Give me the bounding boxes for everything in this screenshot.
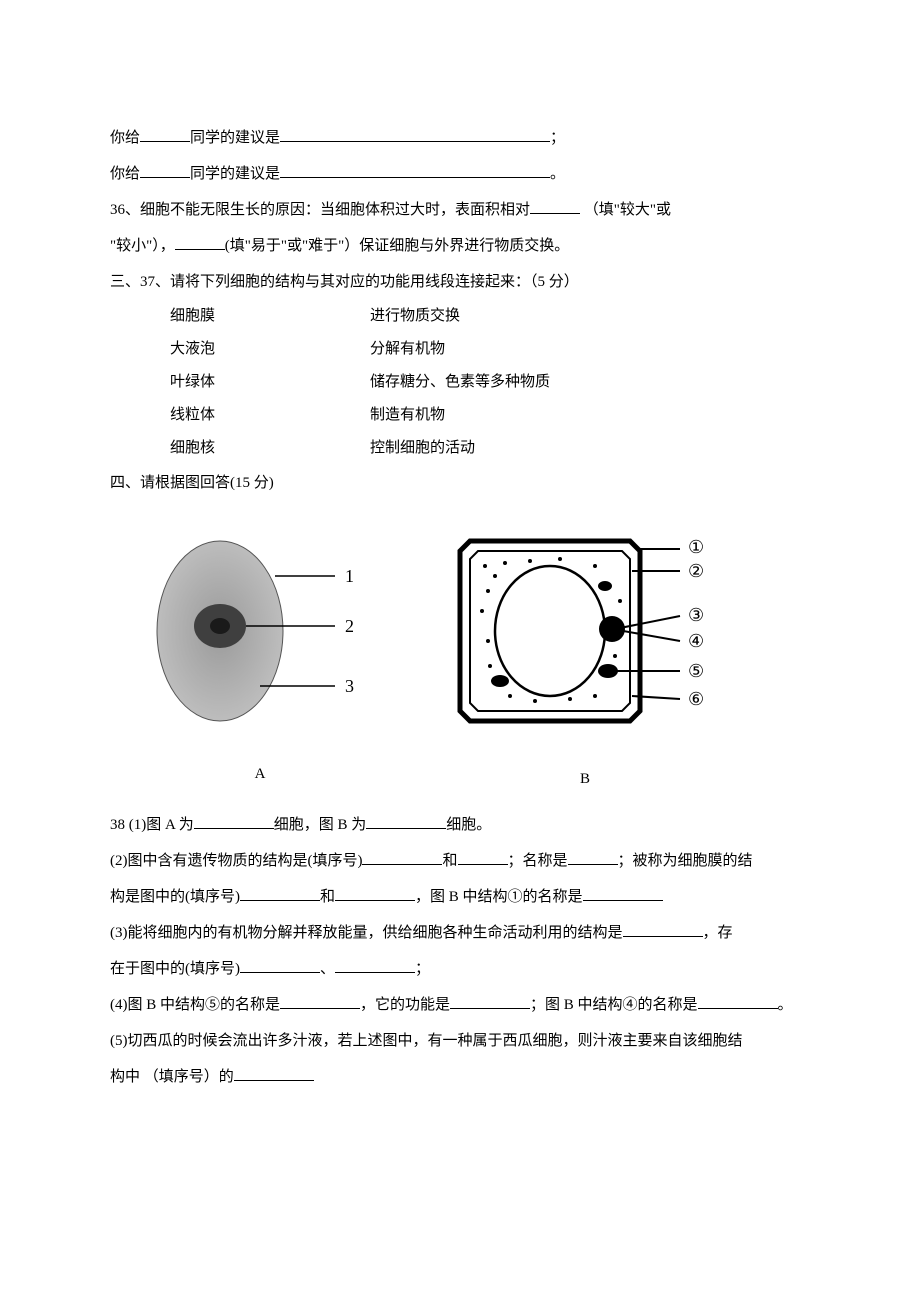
blank[interactable]	[234, 1066, 314, 1081]
figures-row: 1 2 3 A	[140, 521, 810, 797]
q38-2a: (2)图中含有遗传物质的结构是(填序号) 和 ；名称是 ；被称为细胞膜的结	[110, 843, 810, 879]
blank[interactable]	[335, 958, 415, 973]
text: 同学的建议是	[190, 130, 280, 146]
blank[interactable]	[366, 814, 446, 829]
text: 和	[442, 853, 457, 869]
match-left: 细胞膜	[170, 300, 280, 333]
callout-b3: ③	[688, 605, 704, 625]
q38-3a: (3)能将细胞内的有机物分解并释放能量，供给细胞各种生命活动利用的结构是 ，存	[110, 915, 810, 951]
callout-3: 3	[345, 676, 354, 696]
text: (2)图中含有遗传物质的结构是(填序号)	[110, 853, 362, 869]
blank[interactable]	[280, 163, 550, 178]
text: 在于图中的(填序号)	[110, 961, 240, 977]
text: ；被称为细胞膜的结	[618, 853, 753, 869]
callout-b5: ⑤	[688, 661, 704, 681]
q36-line2: "较小"）， (填"易于"或"难于"）保证细胞与外界进行物质交换。	[110, 228, 810, 264]
q36-line1: 36、细胞不能无限生长的原因：当细胞体积过大时，表面积相对 （填"较大"或	[110, 192, 810, 228]
match-right: 储存糖分、色素等多种物质	[370, 366, 620, 399]
text: （填"较大"或	[584, 202, 671, 218]
text: ；	[550, 130, 565, 146]
blank[interactable]	[240, 886, 320, 901]
text: 。	[778, 997, 793, 1013]
callout-b6: ⑥	[688, 689, 704, 709]
text: 构中 （填序号）的	[110, 1069, 234, 1085]
text: ，图 B 中结构①的名称是	[415, 889, 583, 905]
match-left: 大液泡	[170, 333, 280, 366]
callout-2: 2	[345, 616, 354, 636]
text: 你给	[110, 130, 140, 146]
blank[interactable]	[530, 199, 580, 214]
q38-5a: (5)切西瓜的时候会流出许多汁液，若上述图中，有一种属于西瓜细胞，则汁液主要来自…	[110, 1023, 810, 1059]
text: 你给	[110, 166, 140, 182]
text: (填"易于"或"难于"）保证细胞与外界进行物质交换。	[225, 238, 570, 254]
text: (4)图 B 中结构⑤的名称是	[110, 997, 280, 1013]
text: 细胞。	[446, 817, 491, 833]
figure-b: ① ② ③ ④ ⑤ ⑥ B	[440, 521, 730, 797]
blank[interactable]	[240, 958, 320, 973]
text: 38 (1)图 A 为	[110, 817, 194, 833]
text: 36、细胞不能无限生长的原因：当细胞体积过大时，表面积相对	[110, 202, 530, 218]
match-left: 线粒体	[170, 399, 280, 432]
q37-header: 三、37、请将下列细胞的结构与其对应的功能用线段连接起来：（5 分）	[110, 264, 810, 300]
text: 同学的建议是	[190, 166, 280, 182]
q38-1: 38 (1)图 A 为 细胞，图 B 为 细胞。	[110, 807, 810, 843]
q35-line1: 你给 同学的建议是 ；	[110, 120, 810, 156]
text: ；	[415, 961, 430, 977]
callout-b4: ④	[688, 631, 704, 651]
text: ，存	[703, 925, 733, 941]
match-grid: 细胞膜 进行物质交换 大液泡 分解有机物 叶绿体 储存糖分、色素等多种物质 线粒…	[170, 300, 810, 465]
blank[interactable]	[583, 886, 663, 901]
match-right: 进行物质交换	[370, 300, 620, 333]
match-right: 制造有机物	[370, 399, 620, 432]
q38-4: (4)图 B 中结构⑤的名称是 ，它的功能是 ；图 B 中结构④的名称是 。	[110, 987, 810, 1023]
blank[interactable]	[140, 127, 190, 142]
callout-b1: ①	[688, 537, 704, 557]
blank[interactable]	[280, 127, 550, 142]
blank[interactable]	[568, 850, 618, 865]
figure-b-label: B	[440, 761, 730, 797]
callout-1: 1	[345, 566, 354, 586]
text: ，它的功能是	[360, 997, 450, 1013]
text: 细胞，图 B 为	[274, 817, 367, 833]
match-left: 叶绿体	[170, 366, 280, 399]
cell-a-svg: 1 2 3	[140, 526, 380, 736]
text: ；图 B 中结构④的名称是	[530, 997, 698, 1013]
text: 和	[320, 889, 335, 905]
blank[interactable]	[362, 850, 442, 865]
figure-a-label: A	[140, 756, 380, 792]
blank[interactable]	[335, 886, 415, 901]
text: 。	[550, 166, 565, 182]
blank[interactable]	[458, 850, 508, 865]
text: 构是图中的(填序号)	[110, 889, 240, 905]
figure-a: 1 2 3 A	[140, 526, 380, 792]
blank[interactable]	[194, 814, 274, 829]
q38-3b: 在于图中的(填序号) 、 ；	[110, 951, 810, 987]
blank[interactable]	[623, 922, 703, 937]
cell-b-svg: ① ② ③ ④ ⑤ ⑥	[440, 521, 730, 741]
text: 、	[320, 961, 335, 977]
text: "较小"），	[110, 238, 175, 254]
match-right: 分解有机物	[370, 333, 620, 366]
q35-line2: 你给 同学的建议是 。	[110, 156, 810, 192]
text: ；名称是	[508, 853, 568, 869]
q4-header: 四、请根据图回答(15 分)	[110, 465, 810, 501]
q38-2b: 构是图中的(填序号) 和 ，图 B 中结构①的名称是	[110, 879, 810, 915]
match-right: 控制细胞的活动	[370, 432, 620, 465]
callout-b2: ②	[688, 561, 704, 581]
blank[interactable]	[450, 994, 530, 1009]
text: (3)能将细胞内的有机物分解并释放能量，供给细胞各种生命活动利用的结构是	[110, 925, 623, 941]
blank[interactable]	[140, 163, 190, 178]
blank[interactable]	[280, 994, 360, 1009]
blank[interactable]	[175, 235, 225, 250]
q38-5b: 构中 （填序号）的	[110, 1059, 810, 1095]
blank[interactable]	[698, 994, 778, 1009]
match-left: 细胞核	[170, 432, 280, 465]
